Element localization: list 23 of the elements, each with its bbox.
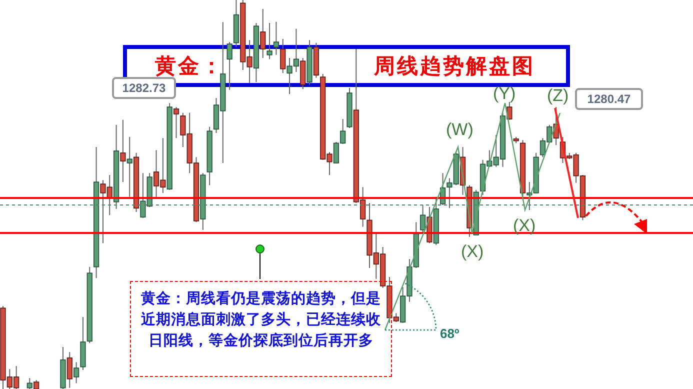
candlestick <box>420 204 426 234</box>
annotation: 1280.47 <box>575 88 643 110</box>
candlestick <box>266 22 272 60</box>
annotation: (Y) <box>493 84 516 104</box>
candlestick <box>280 38 286 74</box>
candlestick <box>120 119 126 183</box>
annotation: (X) <box>461 242 484 262</box>
candlestick <box>66 352 72 388</box>
annotation: (W) <box>446 120 474 140</box>
candlestick <box>26 378 32 389</box>
candlestick <box>126 136 132 198</box>
annotation: 1282.73 <box>112 77 176 99</box>
annotation: 68º <box>440 326 460 341</box>
annotation: (Z) <box>547 86 569 106</box>
candlestick <box>74 362 80 384</box>
candlestick <box>300 57 306 90</box>
chart-title: 黄金：周线趋势解盘图 <box>155 53 535 78</box>
candlestick <box>173 106 180 139</box>
candlestick <box>260 8 266 58</box>
annotation: (X) <box>513 216 536 236</box>
candlestick <box>273 21 279 56</box>
candlestick <box>226 42 232 90</box>
annotation: 黄金：周线看仍是震荡的趋势，但是近期消息面刺激了多头，已经连续收日阳线，等金价探底到位后再开多 <box>130 281 392 377</box>
